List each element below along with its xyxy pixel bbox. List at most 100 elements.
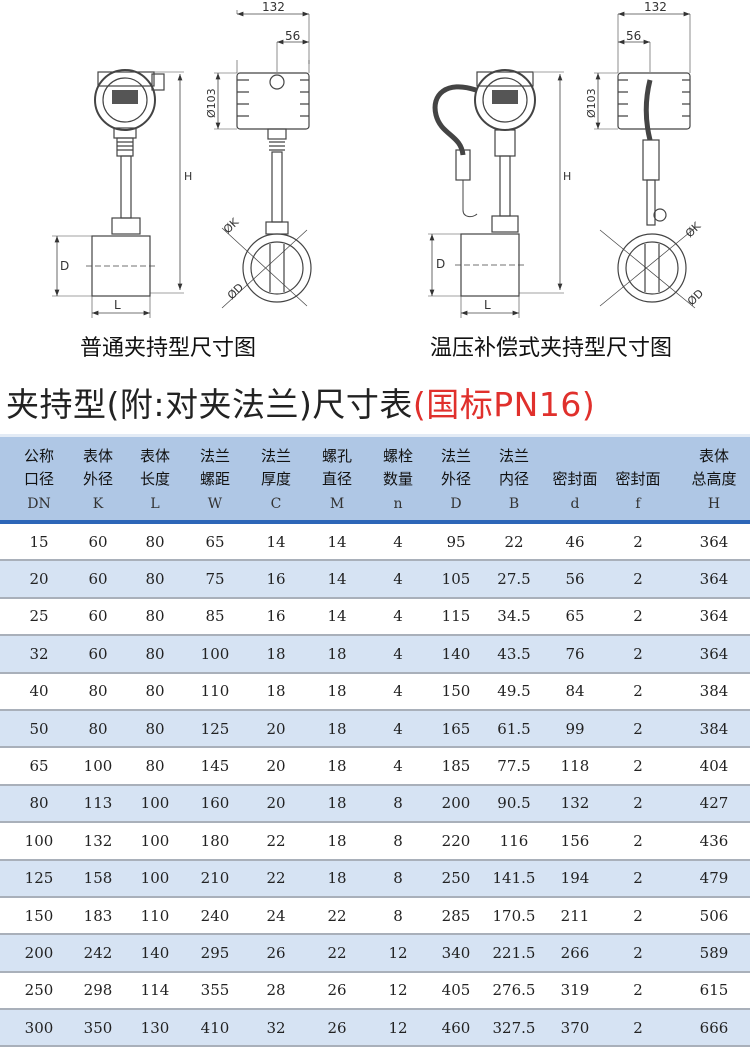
table-cell: 2: [598, 859, 678, 898]
table-cell: 61.5: [476, 709, 552, 749]
table-cell: 24: [238, 896, 314, 936]
table-cell: 60: [78, 635, 118, 674]
table-header: 公称 口径 DN 表体 外径 K 表体 长度 L 法兰 螺距 W 法兰 厚度 C 螺孔 直径 M 螺栓 数量 n 法兰 外径…: [0, 434, 750, 524]
table-cell: 160: [192, 784, 238, 824]
table-cell: 22: [238, 822, 314, 861]
header-line2: 外径: [440, 470, 471, 488]
dim-offset: 56: [626, 29, 641, 43]
table-cell: 100: [0, 822, 78, 861]
table-cell: 16: [238, 560, 314, 599]
header-line2: 内径: [498, 470, 529, 488]
table-cell: 50: [0, 709, 78, 749]
table-cell: 506: [678, 896, 750, 936]
table-cell: 355: [192, 971, 238, 1011]
table-cell: 2: [598, 784, 678, 824]
table-cell: 26: [314, 1009, 360, 1047]
header-symbol: W: [207, 496, 223, 512]
table-cell: 60: [78, 522, 118, 562]
dimension-table: 公称 口径 DN 表体 外径 K 表体 长度 L 法兰 螺距 W 法兰 厚度 C 螺孔 直径 M 螺栓 数量 n 法兰 外径…: [0, 434, 750, 1047]
table-cell: 22: [476, 522, 552, 562]
table-cell: 46: [552, 522, 598, 562]
table-cell: 76: [552, 635, 598, 674]
table-cell: 242: [78, 934, 118, 973]
table-row: 50 80 80 125 20 18 4 165 61.5 99 2 384: [0, 709, 750, 749]
column-header: 螺栓 数量 n: [360, 434, 436, 524]
table-row: 20 60 80 75 16 14 4 105 27.5 56 2 364: [0, 560, 750, 599]
title-main: 夹持型(附:对夹法兰)尺寸表: [6, 385, 413, 424]
table-cell: 80: [78, 709, 118, 749]
table-cell: 43.5: [476, 635, 552, 674]
table-cell: 194: [552, 859, 598, 898]
table-cell: 100: [118, 784, 192, 824]
table-cell: 18: [314, 672, 360, 711]
table-cell: 114: [118, 971, 192, 1011]
table-cell: 80: [118, 522, 192, 562]
table-cell: 327.5: [476, 1009, 552, 1047]
side-view: 132 56 Ø103 ØK ØD: [205, 0, 312, 309]
table-cell: 615: [678, 971, 750, 1011]
title-standard: (国标PN16): [412, 385, 596, 424]
table-cell: 100: [192, 635, 238, 674]
table-cell: 150: [436, 672, 476, 711]
header-line1: 法兰: [260, 447, 291, 465]
table-cell: 436: [678, 822, 750, 861]
header-line2: 密封面: [552, 470, 598, 488]
table-cell: 156: [552, 822, 598, 861]
dim-k: ØK: [683, 219, 704, 240]
table-cell: 99: [552, 709, 598, 749]
table-cell: 460: [436, 1009, 476, 1047]
table-cell: 140: [436, 635, 476, 674]
header-symbol: L: [150, 496, 160, 512]
dim-housing-dia: Ø103: [205, 88, 218, 118]
dim-width: 132: [262, 0, 285, 14]
table-cell: 132: [78, 822, 118, 861]
table-cell: 80: [0, 784, 78, 824]
table-cell: 276.5: [476, 971, 552, 1011]
header-line2: 数量: [382, 470, 413, 488]
dim-height: H: [563, 170, 571, 183]
table-cell: 405: [436, 971, 476, 1011]
table-cell: 200: [436, 784, 476, 824]
table-cell: 26: [314, 971, 360, 1011]
table-cell: 25: [0, 597, 78, 637]
header-line2: 厚度: [260, 470, 291, 488]
table-cell: 240: [192, 896, 238, 936]
dimension-drawings: D L H 132 56 Ø103 ØK ØD: [52, 0, 706, 318]
table-cell: 32: [238, 1009, 314, 1047]
table-cell: 185: [436, 747, 476, 786]
table-cell: 2: [598, 1009, 678, 1047]
table-cell: 80: [118, 597, 192, 637]
table-cell: 295: [192, 934, 238, 973]
header-symbol: K: [92, 496, 104, 512]
header-line1: 表体: [139, 447, 170, 465]
column-header: 表体 总高度 H: [678, 434, 750, 524]
table-row: 125 158 100 210 22 18 8 250 141.5 194 2 479: [0, 859, 750, 898]
table-row: 40 80 80 110 18 18 4 150 49.5 84 2 384: [0, 672, 750, 711]
table-cell: 100: [118, 859, 192, 898]
table-cell: 95: [436, 522, 476, 562]
table-cell: 364: [678, 635, 750, 674]
table-cell: 221.5: [476, 934, 552, 973]
table-row: 100 132 100 180 22 18 8 220 116 156 2 436: [0, 822, 750, 861]
compensated-clamp-drawing: D L H 132 56 Ø103 ØK ØD: [428, 0, 706, 318]
table-cell: 18: [314, 822, 360, 861]
table-cell: 2: [598, 934, 678, 973]
table-cell: 32: [0, 635, 78, 674]
table-cell: 80: [118, 635, 192, 674]
table-cell: 75: [192, 560, 238, 599]
table-cell: 14: [238, 522, 314, 562]
table-cell: 80: [118, 672, 192, 711]
table-cell: 250: [0, 971, 78, 1011]
column-header: 表体 长度 L: [118, 434, 192, 524]
header-symbol: d: [570, 496, 580, 512]
table-row: 15 60 80 65 14 14 4 95 22 46 2 364: [0, 522, 750, 562]
table-cell: 14: [314, 560, 360, 599]
front-view: D L H: [52, 69, 192, 318]
table-cell: 384: [678, 709, 750, 749]
table-cell: 20: [238, 747, 314, 786]
table-cell: 8: [360, 859, 436, 898]
table-cell: 18: [314, 635, 360, 674]
table-cell: 158: [78, 859, 118, 898]
table-cell: 589: [678, 934, 750, 973]
table-cell: 22: [238, 859, 314, 898]
